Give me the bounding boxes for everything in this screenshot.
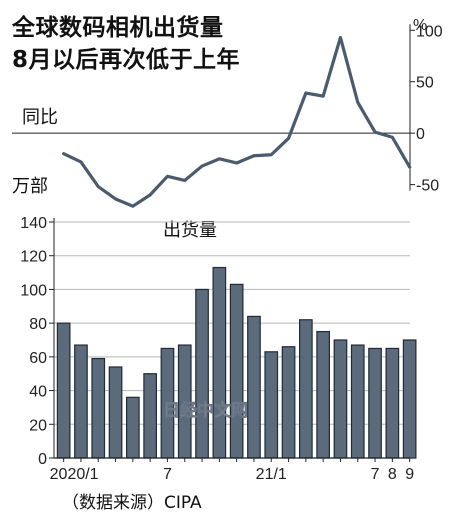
shipment-bar (350, 344, 365, 459)
watermark: 日经中文网 (163, 400, 248, 421)
yoy-line-chart: 100 50 0 -50% 同比 (12, 17, 443, 208)
shipment-bar (368, 347, 382, 459)
shipment-bar (212, 266, 227, 459)
yoy-point (305, 92, 307, 94)
bar-series-label: 出货量 (163, 220, 217, 241)
bar-y-tick-label: 120 (20, 249, 47, 266)
shipment-bar (108, 366, 123, 459)
bar-y-tick-label: 40 (29, 384, 47, 401)
bar-x-tick-label: 7 (371, 466, 380, 483)
shipment-bar (91, 357, 106, 459)
yoy-point (374, 131, 376, 133)
bar-x-tick-label: 7 (163, 466, 172, 483)
chart-subtitle: 8月以后再次低于上年 (12, 47, 241, 73)
yoy-point (166, 175, 169, 178)
shipment-bar (56, 322, 71, 459)
yoy-point (132, 205, 134, 207)
yoy-tick-label: 100 (416, 23, 443, 40)
yoy-series-label: 同比 (22, 107, 58, 128)
yoy-tick-label: 0 (416, 126, 425, 143)
shipment-bar (333, 339, 348, 459)
shipment-bar (316, 330, 330, 459)
yoy-point (62, 152, 65, 155)
yoy-point (322, 95, 324, 97)
bar-y-tick-label: 80 (29, 316, 47, 333)
yoy-point (391, 136, 394, 139)
yoy-series-line (62, 35, 412, 208)
bar-y-tick-label: 0 (38, 451, 47, 468)
shipment-bar (385, 347, 400, 459)
bar-x-tick-label: 2020/1 (50, 466, 99, 483)
shipment-bar (143, 373, 157, 459)
yoy-point (149, 194, 151, 196)
yoy-point (218, 158, 221, 160)
yoy-point (253, 154, 255, 157)
yoy-point (356, 101, 359, 104)
bar-y-tick-label: 140 (20, 215, 47, 232)
yoy-point (80, 161, 82, 163)
bar-y-tick-label: 20 (29, 417, 47, 434)
yoy-tick-label: 50 (416, 75, 434, 92)
data-source-note: （数据来源）CIPA (62, 493, 202, 513)
bar-y-tick-label: 100 (20, 282, 47, 299)
yoy-point (235, 162, 238, 164)
yoy-tick-label: -50 (416, 178, 439, 195)
yoy-point (270, 153, 273, 156)
chart-title: 全球数码相机出货量 (12, 15, 224, 41)
shipment-bar (402, 339, 417, 459)
shipment-bar (281, 346, 296, 459)
shipment-bar (264, 351, 279, 459)
shipment-bar (247, 315, 261, 459)
yoy-point (408, 166, 411, 168)
yoy-point (339, 36, 342, 39)
yoy-point (183, 179, 186, 182)
shipment-bar (125, 396, 140, 459)
shipment-bar (229, 283, 244, 459)
yoy-point (114, 198, 117, 200)
bar-x-tick-label: 8 (388, 466, 397, 483)
bar-x-tick-label: 9 (405, 466, 414, 483)
yoy-point (97, 185, 100, 188)
bar-y-axis-unit: 万部 (12, 176, 48, 197)
bar-x-tick-label: 21/1 (256, 466, 287, 483)
shipment-bar (299, 319, 313, 459)
shipment-bar (195, 288, 209, 459)
yoy-point (287, 137, 290, 140)
bar-y-tick-label: 60 (29, 350, 47, 367)
yoy-point (201, 165, 203, 167)
yoy-unit-label: % (413, 17, 427, 34)
shipment-bar (74, 344, 88, 459)
